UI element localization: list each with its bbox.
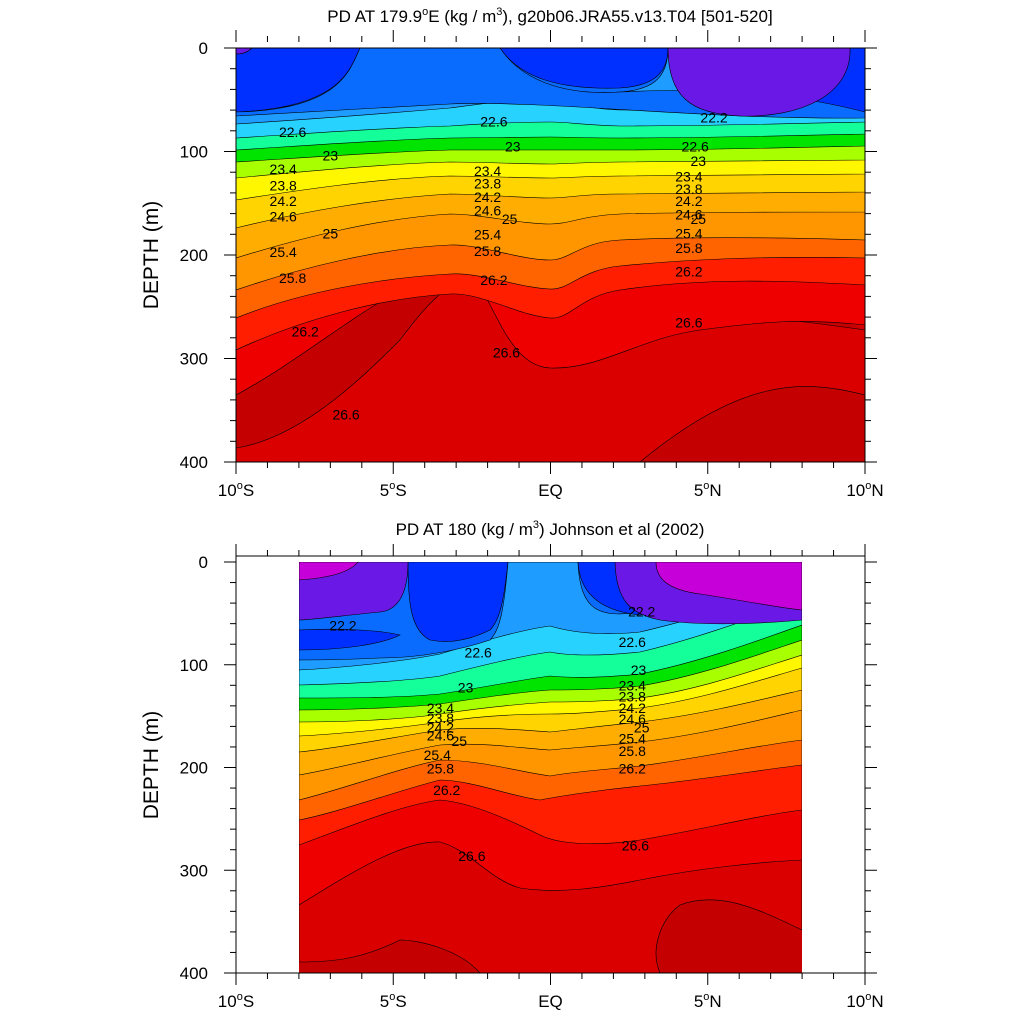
top-chart-title: PD AT 179.9oE (kg / m3), g20b06.JRA55.v1… — [327, 6, 772, 26]
contour-label: 25 — [502, 211, 518, 227]
y-tick-label: 300 — [180, 861, 208, 880]
contour-label: 25.4 — [424, 747, 451, 763]
y-tick-label: 200 — [180, 759, 208, 778]
bottom-band-lightest — [299, 562, 802, 611]
bottom-contour-labels: 22.222.62323.423.824.224.62525.425.826.2… — [329, 603, 655, 864]
contour-label: 26.2 — [675, 264, 702, 280]
contour-label: 23 — [323, 148, 339, 164]
x-tick-label: 5oN — [694, 991, 722, 1011]
contour-label: 25.8 — [427, 761, 454, 777]
top-panel: PD AT 179.9oE (kg / m3), g20b06.JRA55.v1… — [140, 6, 884, 500]
x-tick-label: 5oN — [694, 480, 722, 500]
top-contour-field: 22.62323.423.824.224.62525.425.826.226.6… — [236, 48, 865, 462]
top-axes: 10oS 5oS EQ 5oN 10oN 0 100 200 300 400 — [180, 30, 884, 500]
bottom-chart-title: PD AT 180 (kg / m3) Johnson et al (2002) — [396, 519, 705, 539]
y-tick-label: 0 — [199, 39, 208, 58]
contour-label: 26.6 — [675, 314, 702, 330]
top-y-axis-title: DEPTH (m) — [140, 201, 163, 310]
contour-label: 22.2 — [329, 618, 356, 634]
bottom-panel: PD AT 180 (kg / m3) Johnson et al (2002)… — [140, 519, 884, 1011]
contour-label: 24.6 — [675, 207, 702, 223]
bottom-axes: 10oS 5oS EQ 5oN 10oN 0 100 200 300 400 — [180, 544, 884, 1011]
contour-label: 25.4 — [619, 731, 646, 747]
y-tick-label: 300 — [180, 350, 208, 369]
contour-label: 24.6 — [619, 711, 646, 727]
contour-label: 24.6 — [427, 728, 454, 744]
x-tick-label: 10oN — [846, 991, 883, 1011]
contour-label: 22.6 — [682, 138, 709, 154]
x-tick-label: 10oS — [218, 480, 254, 500]
contour-label: 23 — [505, 138, 521, 154]
bottom-contour-field: 22.222.62323.423.824.224.62525.425.826.2… — [299, 562, 802, 973]
contour-label: 25.8 — [279, 270, 306, 286]
contour-label: 23.8 — [427, 710, 454, 726]
contour-label: 25.8 — [675, 240, 702, 256]
x-tick-label: 10oS — [218, 991, 254, 1011]
contour-label: 23 — [691, 153, 707, 169]
x-tick-label: 10oN — [846, 480, 883, 500]
contour-label: 22.6 — [480, 113, 507, 129]
contour-label: 24.6 — [474, 202, 501, 218]
contour-label: 25.8 — [619, 743, 646, 759]
contour-label: 23.4 — [619, 677, 646, 693]
contour-label: 24.2 — [474, 189, 501, 205]
contour-label: 23.4 — [270, 161, 297, 177]
contour-label: 26.2 — [619, 761, 646, 777]
x-tick-label: 5oS — [380, 991, 407, 1011]
contour-label: 23 — [631, 662, 647, 678]
contour-label: 23.8 — [619, 689, 646, 705]
contour-label: 22.6 — [619, 634, 646, 650]
contour-label: 23.4 — [675, 168, 702, 184]
y-tick-label: 0 — [199, 553, 208, 572]
contour-label: 25 — [634, 719, 650, 735]
contour-label: 23.8 — [675, 181, 702, 197]
contour-label: 22.2 — [700, 109, 727, 125]
contour-label: 25 — [691, 211, 707, 227]
contour-label: 26.6 — [458, 848, 485, 864]
contour-label: 24.2 — [675, 193, 702, 209]
bottom-y-axis-title: DEPTH (m) — [140, 711, 163, 820]
contour-label: 25.4 — [474, 226, 501, 242]
contour-label: 22.2 — [628, 603, 655, 619]
contour-label: 24.2 — [427, 719, 454, 735]
x-tick-label: 5oS — [380, 480, 407, 500]
contour-label: 24.2 — [270, 193, 297, 209]
y-tick-label: 400 — [180, 453, 208, 472]
contour-label: 24.2 — [619, 700, 646, 716]
contour-label: 25.4 — [675, 225, 702, 241]
contour-label: 26.2 — [480, 272, 507, 288]
contour-label: 23.4 — [474, 163, 501, 179]
contour-label: 24.6 — [270, 209, 297, 225]
top-contour-labels: 22.62323.423.824.224.62525.425.826.226.6… — [270, 109, 728, 422]
contour-label: 26.2 — [292, 324, 319, 340]
contour-label: 23 — [458, 679, 474, 695]
y-tick-label: 400 — [180, 964, 208, 983]
contour-label: 22.6 — [465, 644, 492, 660]
x-tick-label: EQ — [538, 481, 563, 500]
contour-label: 26.2 — [433, 782, 460, 798]
contour-label: 25.8 — [474, 243, 501, 259]
contour-label: 25.4 — [270, 244, 297, 260]
contour-label: 26.6 — [332, 406, 359, 422]
contour-label: 23.8 — [270, 178, 297, 194]
contour-label: 23.4 — [427, 700, 454, 716]
y-tick-label: 200 — [180, 246, 208, 265]
contour-label: 26.6 — [493, 344, 520, 360]
x-tick-label: EQ — [538, 992, 563, 1011]
contour-label: 26.6 — [622, 838, 649, 854]
contour-label: 25 — [452, 733, 468, 749]
y-tick-label: 100 — [180, 656, 208, 675]
contour-label: 22.6 — [279, 124, 306, 140]
contour-label: 23.8 — [474, 176, 501, 192]
contour-label: 25 — [323, 225, 339, 241]
y-tick-label: 100 — [180, 143, 208, 162]
